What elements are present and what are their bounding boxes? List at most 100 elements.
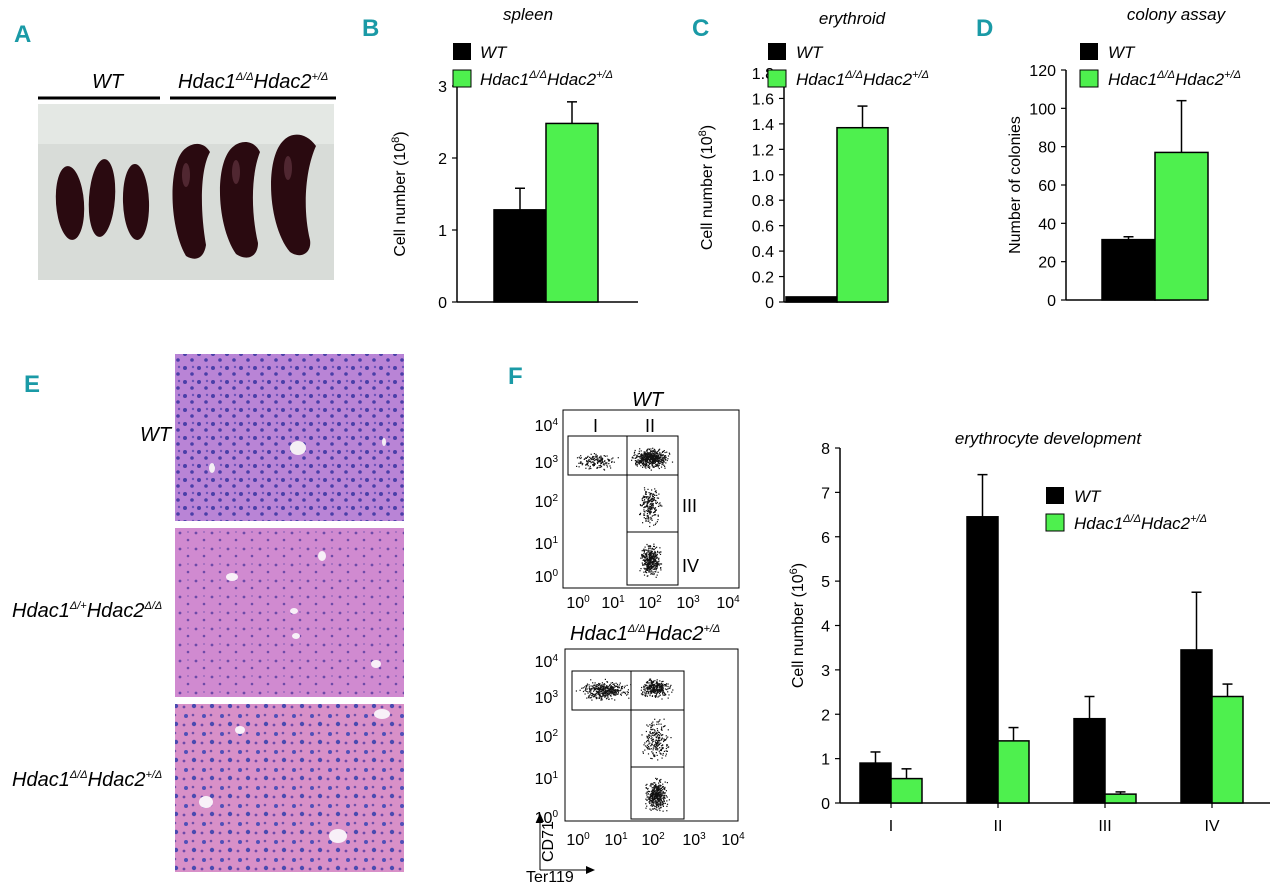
panel-label-d: D: [976, 15, 993, 42]
bar-wt: [785, 296, 838, 303]
decade-label: 104: [535, 417, 559, 435]
y-tick-label: 2: [821, 707, 830, 724]
legend-c-wt: WT: [796, 43, 824, 62]
panel-a-wt-label: WT: [92, 71, 125, 93]
gate-label-iii: III: [682, 496, 697, 516]
y-tick-label: 60: [1038, 178, 1056, 195]
legend-f-mut: Hdac1Δ/ΔHdac2+/Δ: [1074, 513, 1207, 533]
decade-label: 103: [535, 454, 559, 472]
legend-c-mut: Hdac1Δ/ΔHdac2+/Δ: [796, 69, 929, 89]
spleen-photo: [38, 104, 334, 280]
y-tick-label: 3: [438, 79, 447, 96]
y-tick-label: 0: [1047, 293, 1056, 310]
decade-label: 101: [601, 594, 625, 612]
panel-e-row-2-label: Hdac1Δ/+Hdac2Δ/Δ: [12, 600, 162, 622]
decade-label: 103: [535, 689, 559, 707]
y-axis-label: Number of colonies: [1007, 116, 1024, 254]
gate-label-iv: IV: [682, 556, 699, 576]
y-tick-label: 4: [821, 619, 830, 636]
y-tick-label: 8: [821, 441, 830, 458]
bar-mut: [890, 777, 923, 804]
y-axis-label: Cell number (108): [697, 125, 716, 250]
decade-label: 101: [535, 770, 559, 788]
y-tick-label: 1.0: [752, 168, 774, 185]
bar-wt: [859, 762, 892, 804]
chart-title: colony assay: [1127, 5, 1227, 24]
decade-label: 100: [535, 809, 559, 827]
bar-mut: [1211, 695, 1244, 804]
y-tick-label: 2: [438, 151, 447, 168]
y-tick-label: 20: [1038, 255, 1056, 272]
bar-wt: [1101, 238, 1156, 301]
gate-mut-i-ii: [571, 670, 685, 711]
panel-e-row-3-label: Hdac1Δ/ΔHdac2+/Δ: [12, 769, 162, 791]
flow-plot-mut: [564, 648, 739, 822]
gate-label-ii: II: [645, 416, 655, 436]
y-tick-label: 40: [1038, 216, 1056, 233]
gate-wt-i-ii: [567, 435, 679, 476]
decade-label: 102: [535, 728, 559, 746]
histology-hdac1-dd-hdac2-plus-d: [175, 704, 404, 872]
y-tick-label: 0: [438, 295, 447, 312]
y-tick-label: 0.4: [752, 244, 774, 261]
y-tick-label: 7: [821, 485, 830, 502]
y-tick-label: 1: [821, 752, 830, 769]
panel-a: WT Hdac1Δ/ΔHdac2+/Δ: [38, 71, 336, 280]
y-tick-label: 0: [765, 295, 774, 312]
decade-label: 100: [535, 568, 559, 586]
y-axis-label: Cell number (108): [390, 131, 409, 256]
flow-wt-title: WT: [632, 389, 665, 411]
legend-d-mut: Hdac1Δ/ΔHdac2+/Δ: [1108, 69, 1241, 89]
x-tick-label: IV: [1204, 818, 1219, 835]
y-tick-label: 1.6: [752, 91, 774, 108]
legend-c: WT Hdac1Δ/ΔHdac2+/Δ: [767, 43, 929, 89]
chart-title: erythrocyte development: [955, 429, 1142, 448]
panel-a-mut-label: Hdac1Δ/ΔHdac2+/Δ: [178, 71, 328, 93]
legend-b: WT Hdac1Δ/ΔHdac2+/Δ: [452, 43, 613, 89]
decade-label: 102: [535, 493, 559, 511]
panel-label-c: C: [692, 15, 709, 42]
y-tick-label: 1.4: [752, 117, 774, 134]
panel-e: WT Hdac1Δ/+Hdac2Δ/Δ Hdac1Δ/ΔHdac2+/Δ: [12, 354, 404, 872]
x-tick-label: III: [1098, 818, 1111, 835]
bar-wt: [966, 516, 999, 804]
bar-mut: [1154, 151, 1209, 301]
x-tick-label: II: [994, 818, 1003, 835]
legend-d: WT Hdac1Δ/ΔHdac2+/Δ: [1079, 43, 1241, 89]
decade-label: 103: [682, 831, 706, 849]
panel-label-b: B: [362, 15, 379, 42]
chart-spleen: spleen 0 1 2 3 Cell number (108): [390, 5, 638, 312]
y-tick-label: 0.8: [752, 193, 774, 210]
legend-b-mut: Hdac1Δ/ΔHdac2+/Δ: [480, 69, 613, 89]
decade-label: 104: [535, 653, 559, 671]
legend-b-wt: WT: [480, 43, 508, 62]
bar-wt: [1073, 717, 1106, 804]
decade-label: 100: [566, 831, 590, 849]
y-tick-label: 1: [438, 223, 447, 240]
bar-wt: [1180, 649, 1213, 804]
chart-title: erythroid: [819, 9, 886, 28]
panel-label-f: F: [508, 363, 523, 390]
chart-erythrocyte-development: erythrocyte development 0 1 2 3 4 5 6 7 8 Cell num…: [788, 429, 1270, 835]
flow-x-axis-label: Ter119: [526, 869, 574, 885]
y-tick-label: 0.6: [752, 219, 774, 236]
y-tick-label: 1.2: [752, 142, 774, 159]
chart-title: spleen: [503, 5, 553, 24]
decade-label: 103: [676, 594, 700, 612]
y-tick-label: 3: [821, 663, 830, 680]
panel-label-a: A: [14, 21, 31, 48]
decade-label: 101: [535, 535, 559, 553]
gate-mut-iv: [630, 766, 685, 820]
decade-label: 101: [604, 831, 628, 849]
gate-wt-iv: [626, 531, 679, 586]
bar-mut: [997, 740, 1030, 804]
legend-d-wt: WT: [1108, 43, 1136, 62]
decade-label: 102: [641, 831, 665, 849]
legend-f: WT Hdac1Δ/ΔHdac2+/Δ: [1045, 487, 1207, 533]
y-tick-label: 120: [1029, 63, 1056, 80]
bar-wt: [493, 209, 547, 303]
bar-mut: [1104, 793, 1137, 804]
decade-label: 102: [638, 594, 662, 612]
y-tick-label: 0: [821, 796, 830, 813]
